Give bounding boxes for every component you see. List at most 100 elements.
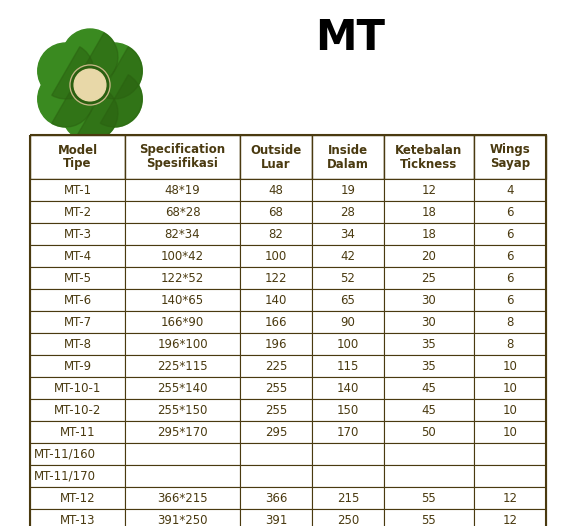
Bar (474, 377, 546, 399)
Text: 295*170: 295*170 (157, 426, 208, 439)
Bar (312, 245, 384, 267)
Bar (240, 267, 312, 289)
Text: 25: 25 (422, 271, 437, 285)
Text: 6: 6 (506, 294, 514, 307)
Bar (125, 487, 240, 509)
Bar (240, 179, 312, 201)
Text: 166: 166 (265, 316, 287, 329)
Bar (384, 443, 474, 465)
Bar (474, 509, 546, 526)
Bar (240, 311, 312, 333)
Text: 42: 42 (340, 249, 356, 262)
Text: 100: 100 (265, 249, 287, 262)
Circle shape (86, 71, 142, 127)
Bar (312, 267, 384, 289)
Bar (240, 509, 312, 526)
Wedge shape (76, 33, 118, 85)
Bar (474, 179, 546, 201)
Text: 391*250: 391*250 (157, 513, 208, 526)
Bar (125, 509, 240, 526)
Text: 90: 90 (340, 316, 356, 329)
Text: 20: 20 (422, 249, 437, 262)
Text: 255*140: 255*140 (157, 381, 208, 394)
Text: 35: 35 (422, 359, 436, 372)
Bar (474, 223, 546, 245)
Bar (384, 201, 474, 223)
Text: 28: 28 (340, 206, 356, 218)
Text: 225: 225 (265, 359, 287, 372)
Text: 48: 48 (269, 184, 283, 197)
Bar (30, 465, 125, 487)
Bar (30, 289, 125, 311)
Text: 150: 150 (337, 403, 359, 417)
Text: MT-12: MT-12 (59, 491, 95, 504)
Text: Tipe: Tipe (63, 157, 92, 170)
Text: MT-11/170: MT-11/170 (34, 470, 96, 482)
Text: 366*215: 366*215 (157, 491, 208, 504)
Bar (312, 201, 384, 223)
Bar (240, 355, 312, 377)
Text: 366: 366 (265, 491, 287, 504)
Text: 19: 19 (340, 184, 356, 197)
Text: Dalam: Dalam (327, 157, 369, 170)
Text: 50: 50 (422, 426, 436, 439)
Bar (474, 135, 546, 179)
Circle shape (38, 43, 94, 99)
Text: 250: 250 (337, 513, 359, 526)
Bar (240, 245, 312, 267)
Text: 18: 18 (422, 228, 437, 240)
Circle shape (62, 85, 118, 141)
Text: 215: 215 (337, 491, 359, 504)
Bar (30, 333, 125, 355)
Text: Sayap: Sayap (490, 157, 530, 170)
Wedge shape (100, 47, 142, 99)
Text: 55: 55 (422, 513, 436, 526)
Bar (384, 267, 474, 289)
Wedge shape (52, 47, 94, 99)
Bar (474, 311, 546, 333)
Circle shape (38, 71, 94, 127)
Text: 8: 8 (506, 316, 514, 329)
Bar (474, 465, 546, 487)
Text: 122: 122 (265, 271, 287, 285)
Text: 55: 55 (422, 491, 436, 504)
Bar (125, 135, 240, 179)
Bar (240, 443, 312, 465)
Wedge shape (52, 75, 94, 127)
Bar (384, 135, 474, 179)
Text: MT-10-2: MT-10-2 (54, 403, 101, 417)
Text: 10: 10 (503, 426, 518, 439)
Bar (312, 509, 384, 526)
Bar (30, 245, 125, 267)
Text: MT-6: MT-6 (64, 294, 92, 307)
Bar (384, 179, 474, 201)
Text: 35: 35 (422, 338, 436, 350)
Bar (125, 311, 240, 333)
Text: Specification: Specification (139, 144, 226, 157)
Bar (125, 267, 240, 289)
Text: 140: 140 (337, 381, 359, 394)
Text: Outside: Outside (250, 144, 301, 157)
Text: 12: 12 (503, 513, 518, 526)
Bar (125, 443, 240, 465)
Text: 48*19: 48*19 (164, 184, 201, 197)
Bar (240, 465, 312, 487)
Bar (384, 245, 474, 267)
Bar (125, 333, 240, 355)
Text: 68: 68 (269, 206, 283, 218)
Bar (384, 487, 474, 509)
Bar (312, 487, 384, 509)
Text: 255*150: 255*150 (157, 403, 208, 417)
Bar (30, 201, 125, 223)
Bar (240, 333, 312, 355)
Bar (30, 179, 125, 201)
Bar (474, 201, 546, 223)
Bar (312, 289, 384, 311)
Bar (30, 443, 125, 465)
Text: 6: 6 (506, 249, 514, 262)
Text: 82: 82 (269, 228, 283, 240)
Text: MT-8: MT-8 (64, 338, 92, 350)
Bar (312, 311, 384, 333)
Bar (240, 377, 312, 399)
Text: 4: 4 (506, 184, 514, 197)
